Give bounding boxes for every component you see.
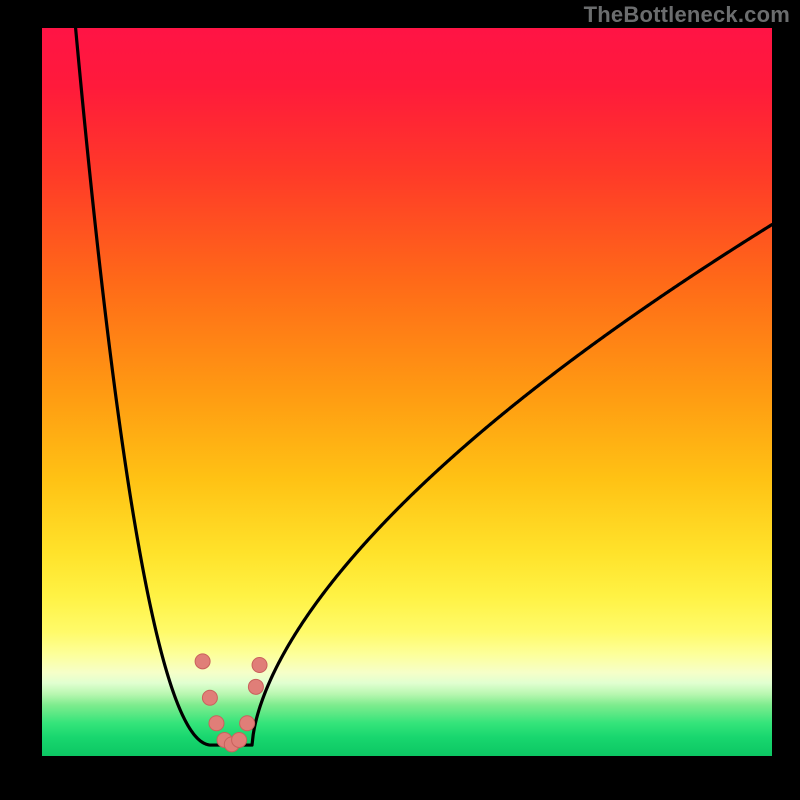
marker-dot xyxy=(232,732,247,747)
marker-dot xyxy=(240,716,255,731)
marker-dot xyxy=(202,690,217,705)
plot-area xyxy=(42,28,772,756)
marker-dot xyxy=(248,679,263,694)
marker-dot xyxy=(195,654,210,669)
watermark-text: TheBottleneck.com xyxy=(584,2,790,28)
bottleneck-chart xyxy=(0,0,800,800)
marker-dot xyxy=(209,716,224,731)
marker-dot xyxy=(252,658,267,673)
